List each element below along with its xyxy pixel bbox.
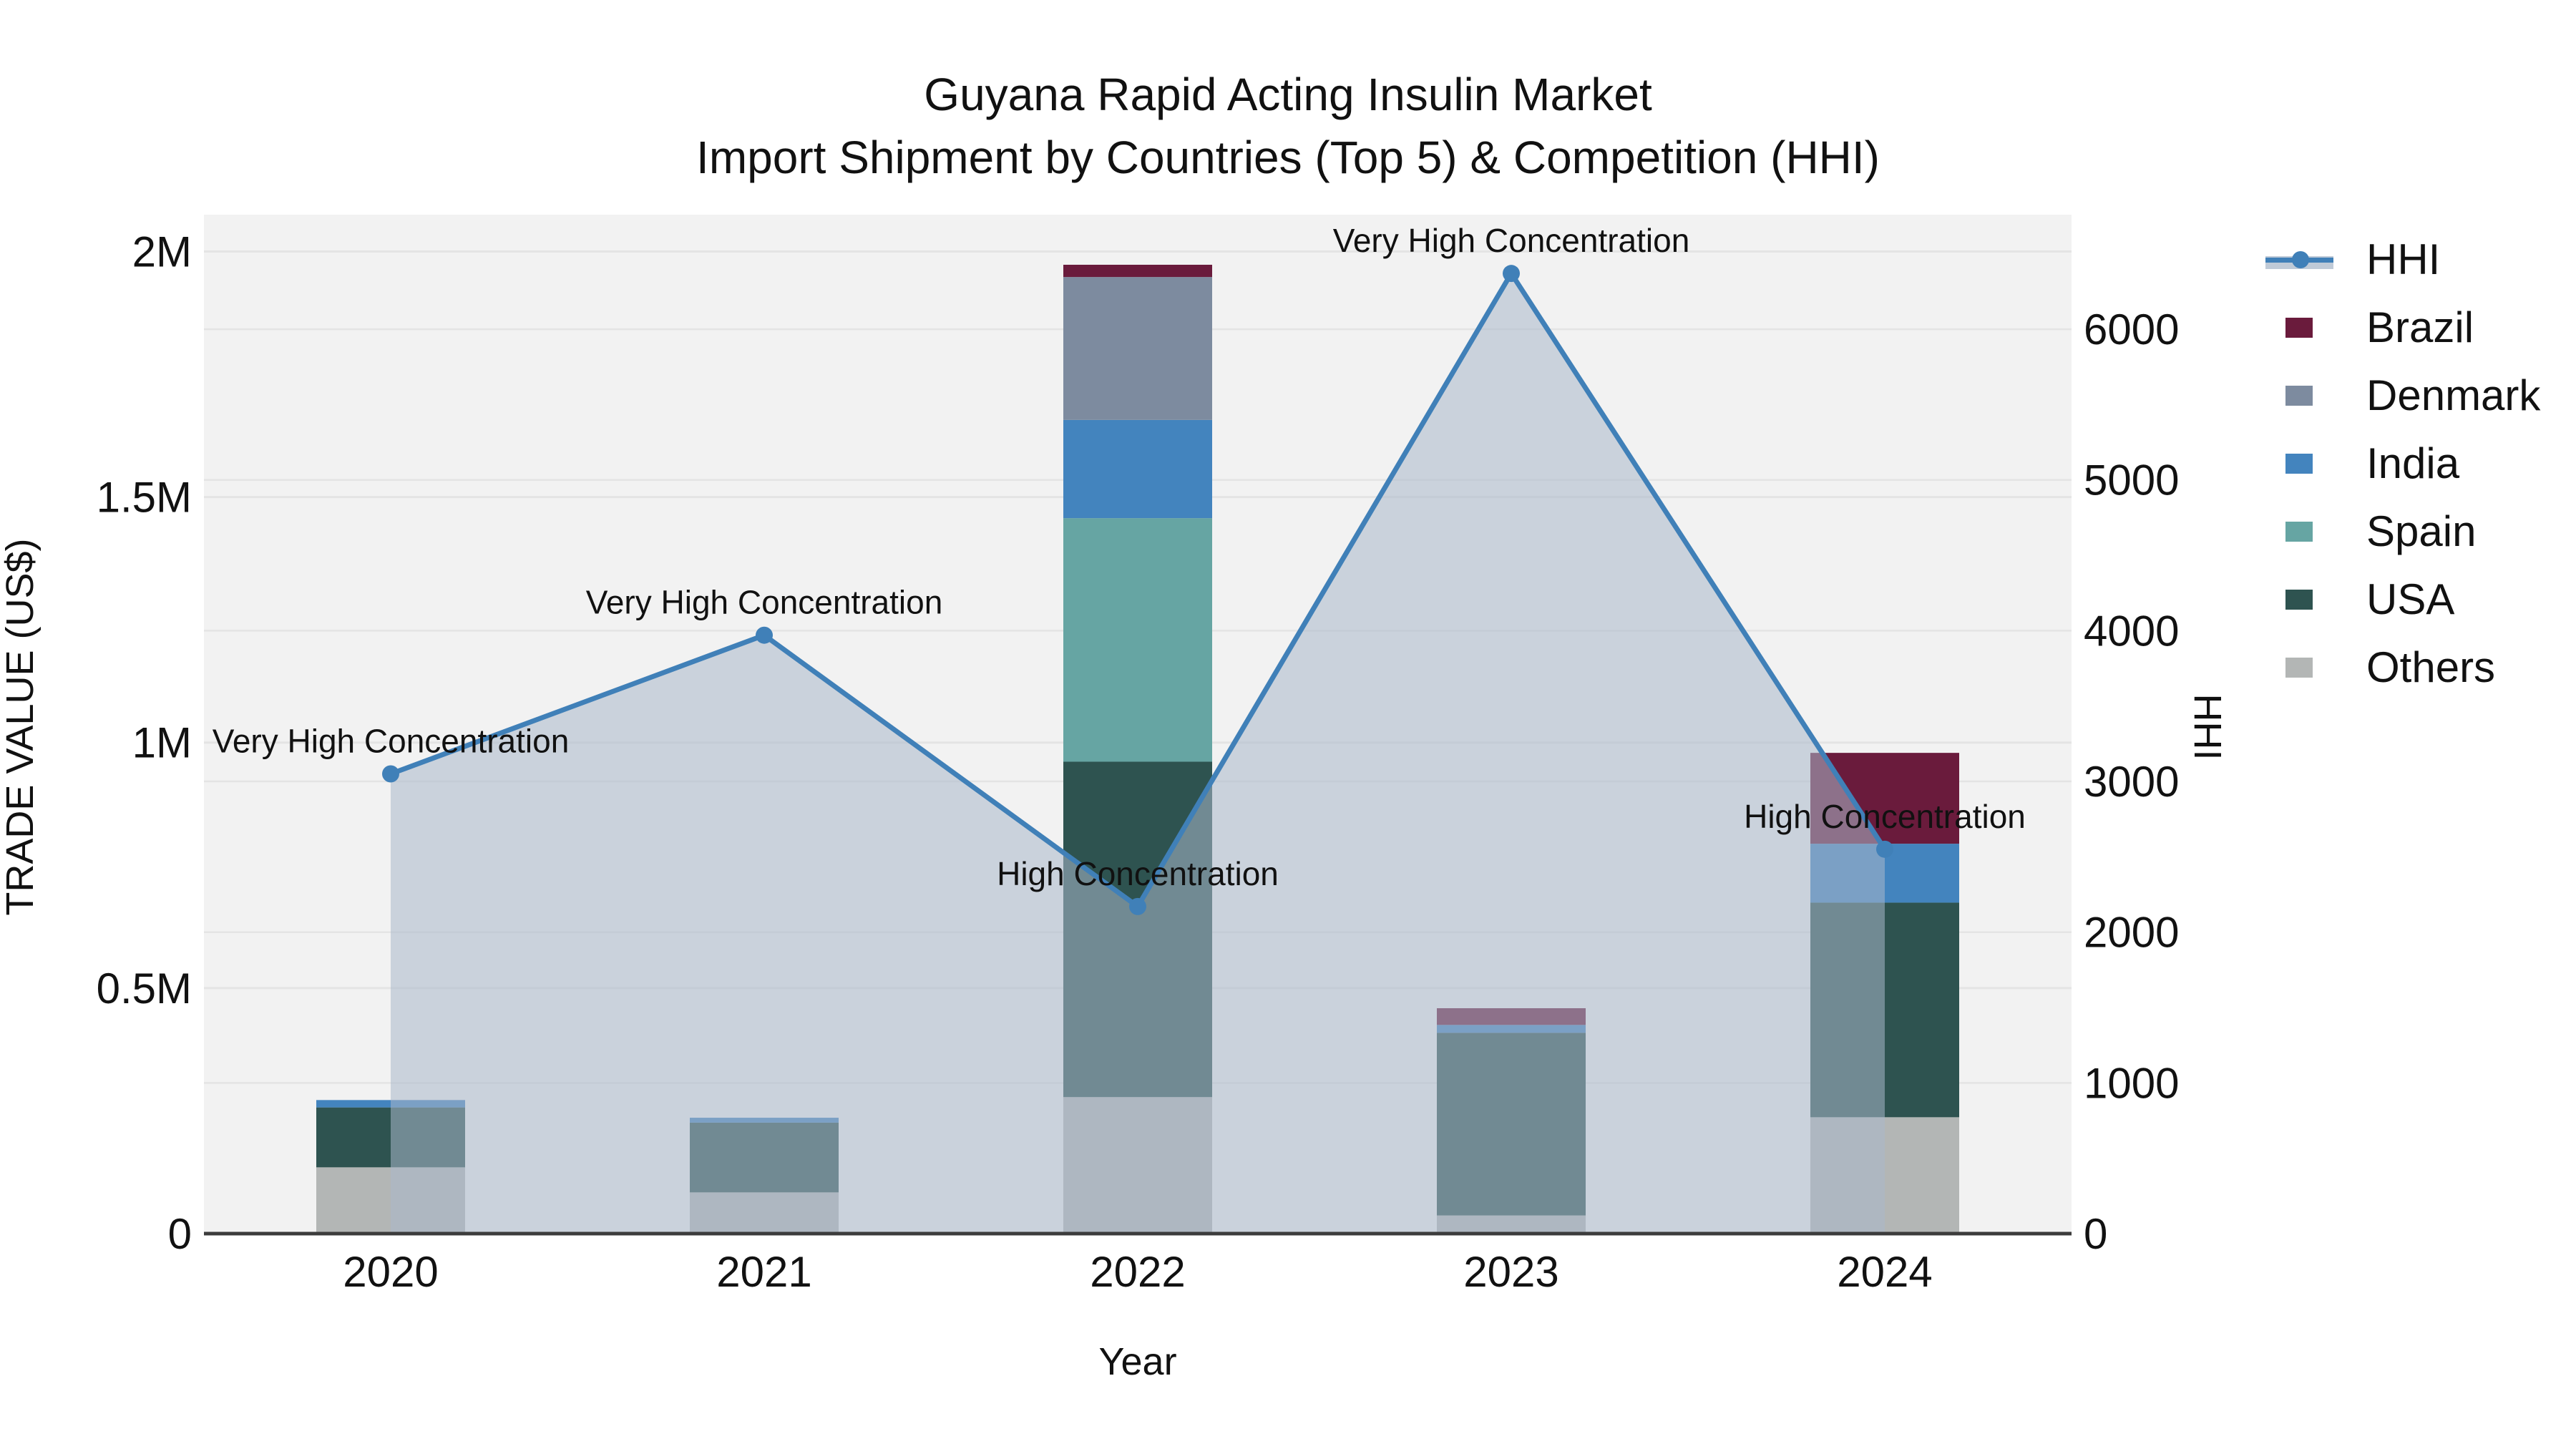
others-color-swatch (2285, 657, 2313, 678)
y-right-tick-label: 5000 (2084, 457, 2179, 504)
chart-title-line1: Guyana Rapid Acting Insulin Market (924, 69, 1652, 120)
bar-segment-Denmark-2022[interactable] (1063, 277, 1212, 420)
hhi-marker-2023[interactable] (1503, 265, 1520, 283)
bar-segment-Spain-2022[interactable] (1063, 518, 1212, 762)
legend-item-denmark[interactable]: Denmark (2263, 361, 2540, 429)
y-right-tick-label: 0 (2084, 1210, 2107, 1258)
legend-swatch-india (2263, 453, 2335, 474)
y-right-tick-label: 4000 (2084, 607, 2179, 655)
hhi-marker-2024[interactable] (1876, 840, 1893, 858)
legend-item-others[interactable]: Others (2263, 633, 2540, 701)
bar-segment-India-2022[interactable] (1063, 419, 1212, 519)
legend-line-sample (2263, 250, 2335, 269)
y-left-tick-label: 1.5M (97, 474, 192, 522)
y-axis-left-ticks: 0 0.5M 1M 1.5M 2M (97, 228, 192, 1258)
y-right-tick-label: 6000 (2084, 306, 2179, 353)
annotation-2020: Very High Concentration (213, 723, 570, 760)
y-left-tick-label: 0.5M (97, 965, 192, 1013)
y-left-tick-label: 0 (168, 1210, 192, 1258)
y-right-tick-label: 3000 (2084, 758, 2179, 806)
legend-swatch-spain (2263, 521, 2335, 542)
bar-segment-Brazil-2022[interactable] (1063, 264, 1212, 278)
annotation-2023: Very High Concentration (1333, 222, 1690, 259)
legend-label-usa: USA (2366, 575, 2455, 623)
spain-color-swatch (2285, 521, 2313, 542)
x-tick-label-2020: 2020 (343, 1248, 438, 1296)
x-tick-label-2021: 2021 (716, 1248, 811, 1296)
x-axis-title: Year (1098, 1340, 1177, 1383)
legend-label-denmark: Denmark (2366, 371, 2541, 419)
legend-item-india[interactable]: India (2263, 429, 2540, 497)
legend-swatch-denmark (2263, 385, 2335, 406)
legend-item-usa[interactable]: USA (2263, 565, 2540, 633)
y-left-tick-label: 1M (132, 719, 192, 767)
india-color-swatch (2285, 453, 2313, 474)
hhi-area (391, 273, 1885, 1234)
y-axis-title-left: TRADE VALUE (US$) (0, 538, 42, 916)
legend-item-hhi[interactable]: HHI (2263, 225, 2540, 293)
hhi-marker-2022[interactable] (1129, 897, 1146, 915)
legend-label-brazil: Brazil (2366, 303, 2474, 351)
x-tick-label-2022: 2022 (1090, 1248, 1185, 1296)
legend-item-spain[interactable]: Spain (2263, 497, 2540, 565)
y-left-tick-label: 2M (132, 228, 192, 275)
hhi-marker-glyph (2291, 250, 2309, 268)
legend-label-others: Others (2366, 643, 2496, 691)
y-right-tick-label: 2000 (2084, 909, 2179, 957)
legend-swatch-brazil (2263, 317, 2335, 338)
denmark-color-swatch (2285, 385, 2313, 406)
legend-label-spain: Spain (2366, 507, 2477, 555)
legend-swatch-others (2263, 657, 2335, 678)
chart-title: Guyana Rapid Acting Insulin Market Impor… (0, 63, 2576, 189)
annotation-2022: High Concentration (997, 855, 1279, 892)
y-right-tick-label: 1000 (2084, 1059, 2179, 1107)
legend-label-hhi: HHI (2366, 235, 2441, 283)
x-axis-ticks: 2020 2021 2022 2023 2024 (343, 1248, 1932, 1296)
chart-title-line2: Import Shipment by Countries (Top 5) & C… (696, 132, 1880, 183)
legend-label-india: India (2366, 439, 2460, 487)
legend: HHI Brazil Denmark India Spain USA Others (2263, 225, 2540, 701)
y-axis-right-ticks: 0 1000 2000 3000 4000 5000 6000 (2084, 306, 2179, 1258)
legend-item-brazil[interactable]: Brazil (2263, 293, 2540, 361)
x-tick-label-2024: 2024 (1837, 1248, 1932, 1296)
annotation-2021: Very High Concentration (586, 584, 943, 621)
hhi-marker-2021[interactable] (756, 626, 773, 644)
hhi-marker-2020[interactable] (382, 765, 399, 783)
brazil-color-swatch (2285, 317, 2313, 338)
annotation-2024: High Concentration (1744, 798, 2026, 835)
x-tick-label-2023: 2023 (1463, 1248, 1558, 1296)
legend-swatch-usa (2263, 589, 2335, 610)
y-axis-title-right: HHI (2186, 693, 2229, 761)
usa-color-swatch (2285, 589, 2313, 610)
hhi-area-swatch (2265, 250, 2333, 269)
